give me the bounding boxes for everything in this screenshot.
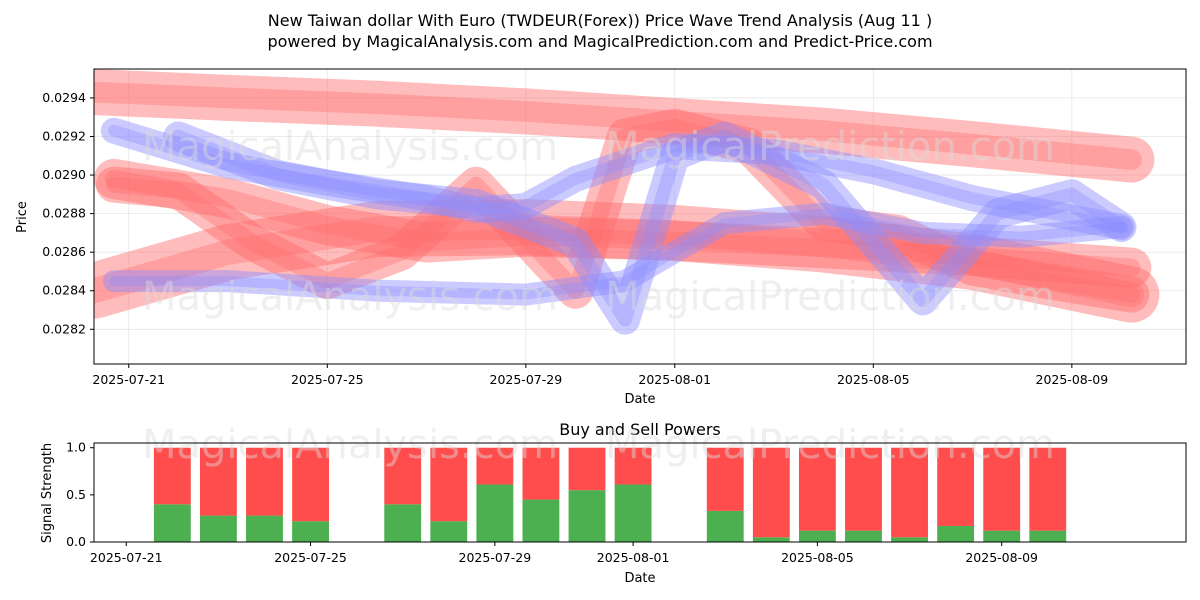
bottom-x-tick-label: 2025-08-05: [781, 550, 854, 565]
bottom-x-axis-label: Date: [624, 571, 655, 586]
top-y-tick-label: 0.0284: [42, 283, 86, 298]
watermark-prediction-mid: MagicalPrediction.com: [605, 274, 1055, 320]
sell-bar: [568, 447, 606, 491]
bottom-x-tick-label: 2025-07-21: [90, 550, 163, 565]
buy-bar: [568, 490, 606, 542]
sell-bar: [983, 447, 1021, 531]
top-x-tick-label: 2025-08-09: [1036, 372, 1109, 387]
buy-bar: [384, 504, 422, 542]
wave-core-blue-lower: [108, 208, 1127, 300]
buy-bar: [153, 504, 191, 542]
buy-bar: [891, 537, 928, 542]
top-y-tick-label: 0.0282: [42, 321, 86, 336]
sell-bar: [798, 447, 836, 531]
sell-bar: [891, 447, 928, 538]
sell-bar: [845, 447, 882, 531]
sell-bar: [246, 447, 283, 516]
watermark-analysis-bottom: MagicalAnalysis.com: [142, 422, 558, 468]
buy-bar: [983, 530, 1021, 542]
sell-bar: [476, 447, 514, 485]
sell-bar: [384, 447, 422, 505]
wave-bands: [94, 69, 1160, 335]
chart-title-line2: powered by MagicalAnalysis.com and Magic…: [267, 32, 932, 51]
top-grid: [94, 69, 1186, 364]
bottom-x-tick-label: 2025-07-25: [274, 550, 347, 565]
bottom-y-tick-label: 0.5: [66, 487, 86, 502]
wave-band-blue-lower: [102, 202, 1133, 306]
buy-bar: [1029, 530, 1067, 542]
buy-bar: [752, 537, 790, 542]
sell-bar: [153, 447, 191, 505]
buy-bar: [430, 521, 468, 542]
sell-bar: [614, 447, 652, 485]
bottom-y-tick-label: 0.0: [66, 534, 86, 549]
buy-bar: [706, 510, 744, 542]
buy-bar: [476, 484, 514, 542]
sell-bar: [430, 447, 468, 522]
top-axes: 0.0282 0.0284 0.0286 0.0288 0.0290 0.0292 0.02…: [42, 90, 1108, 387]
buy-bar: [199, 515, 237, 542]
wave-band-blue-upper: [100, 117, 1135, 241]
sell-bar: [752, 447, 790, 538]
top-plot-frame: [93, 68, 1187, 365]
bottom-axes: 0.0 0.5 1.0 2025-07-21 2025-07-25 2025-07-29 2…: [66, 440, 1038, 565]
bottom-y-tick-label: 1.0: [66, 440, 86, 455]
bottom-plot-frame: [93, 442, 1187, 543]
buy-bar: [937, 525, 975, 542]
sell-bar: [292, 447, 329, 522]
wave-band-red-zigzag: [95, 108, 1150, 313]
top-x-tick-label: 2025-08-01: [638, 372, 711, 387]
top-y-tick-label: 0.0290: [42, 167, 86, 182]
wave-core-red-zigzag: [105, 118, 1140, 303]
top-x-tick-label: 2025-08-05: [837, 372, 910, 387]
wave-core-red-middle: [104, 169, 1141, 277]
top-x-axis-label: Date: [624, 392, 655, 407]
top-x-tick-label: 2025-07-21: [92, 372, 165, 387]
wave-band-blue-zigzag: [163, 121, 1137, 335]
wave-core-red-upper: [94, 81, 1142, 170]
top-y-axis-label: Price: [15, 201, 30, 233]
top-y-tick-label: 0.0288: [42, 206, 86, 221]
wave-band-red-middle: [94, 158, 1152, 288]
buy-bar: [614, 484, 652, 542]
power-bars: [153, 447, 1067, 542]
chart-title-line1: New Taiwan dollar With Euro (TWDEUR(Fore…: [268, 11, 932, 30]
watermark-prediction-top: MagicalPrediction.com: [605, 124, 1055, 170]
buy-bar: [246, 515, 283, 542]
wave-core-blue-zigzag: [171, 129, 1129, 327]
wave-band-red-upper: [94, 69, 1155, 183]
bottom-x-tick-label: 2025-07-29: [459, 550, 532, 565]
bottom-chart-title: Buy and Sell Powers: [559, 420, 721, 439]
top-y-tick-label: 0.0294: [42, 90, 86, 105]
watermark-analysis-mid: MagicalAnalysis.com: [142, 274, 558, 320]
top-y-tick-label: 0.0292: [42, 128, 86, 143]
sell-bar: [937, 447, 975, 526]
sell-bar: [1029, 447, 1067, 531]
buy-bar: [845, 530, 882, 542]
buy-bar: [522, 499, 560, 542]
bottom-x-tick-label: 2025-08-09: [965, 550, 1038, 565]
bottom-y-axis-label: Signal Strength: [40, 443, 55, 543]
watermark-analysis-top: MagicalAnalysis.com: [142, 124, 558, 170]
wave-band-red-lower: [94, 199, 1160, 323]
sell-bar: [199, 447, 237, 516]
watermark-prediction-bottom: MagicalPrediction.com: [605, 422, 1055, 468]
bottom-x-tick-label: 2025-08-01: [597, 550, 670, 565]
wave-core-blue-upper: [108, 124, 1128, 233]
buy-bar: [292, 521, 329, 542]
sell-bar: [706, 447, 744, 511]
top-x-tick-label: 2025-07-25: [291, 372, 364, 387]
top-x-tick-label: 2025-07-29: [490, 372, 563, 387]
sell-bar: [522, 447, 560, 500]
buy-bar: [798, 530, 836, 542]
wave-core-red-lower: [94, 214, 1144, 308]
top-y-tick-label: 0.0286: [42, 244, 86, 259]
